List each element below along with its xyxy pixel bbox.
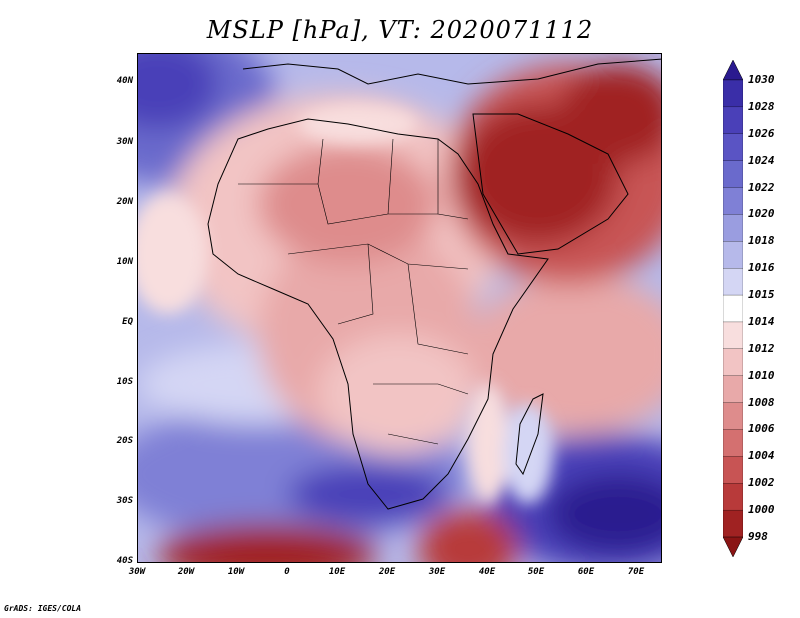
lon-label-50e: 50E bbox=[527, 567, 545, 577]
map-panel bbox=[137, 53, 662, 563]
colorbar-bottom-arrow bbox=[723, 536, 743, 557]
lon-label-10w: 10W bbox=[227, 567, 245, 577]
colorbar-level-label: 1016 bbox=[748, 261, 775, 275]
colorbar-swatch bbox=[723, 429, 743, 458]
colorbar-swatch bbox=[723, 375, 743, 404]
colorbar-level-label: 1020 bbox=[748, 207, 775, 221]
colorbar-swatch bbox=[723, 160, 743, 189]
colorbar-swatch bbox=[723, 241, 743, 269]
colorbar-level-label: 1030 bbox=[748, 73, 775, 86]
lat-label-eq: EQ bbox=[122, 317, 133, 327]
mslp-field-map bbox=[138, 54, 661, 562]
colorbar-level-label: 1000 bbox=[748, 503, 775, 517]
lat-label-30n: 30N bbox=[116, 137, 133, 147]
colorbar-level-label: 1015 bbox=[748, 288, 775, 302]
colorbar-level-label: 1010 bbox=[748, 368, 775, 382]
lon-label-30e: 30E bbox=[428, 567, 446, 577]
colorbar-swatch bbox=[723, 79, 743, 108]
pressure-detail bbox=[138, 104, 553, 504]
lon-label-60e: 60E bbox=[577, 567, 595, 577]
map-title: MSLP [hPa], VT: 2020071112 bbox=[206, 16, 594, 44]
colorbar-level-label: 1006 bbox=[748, 422, 775, 436]
colorbar-swatch bbox=[723, 321, 743, 350]
coastline-africa bbox=[207, 118, 549, 510]
colorbar-swatch bbox=[723, 268, 743, 296]
lat-label-20s: 20S bbox=[116, 436, 133, 446]
colorbar-top-arrow bbox=[723, 60, 743, 81]
lat-label-10s: 10S bbox=[116, 377, 133, 387]
lat-label-30s: 30S bbox=[116, 496, 133, 506]
colorbar-level-label: 1024 bbox=[748, 153, 775, 167]
lon-label-0: 0 bbox=[284, 567, 290, 577]
colorbar-level-label: 1012 bbox=[748, 341, 775, 355]
country-borders bbox=[238, 138, 469, 445]
colorbar-swatch bbox=[723, 214, 743, 242]
coastline-arabia bbox=[472, 113, 629, 255]
lon-label-20e: 20E bbox=[378, 567, 396, 577]
coastline-europe bbox=[242, 58, 661, 85]
colorbar-swatch bbox=[723, 509, 743, 538]
lon-label-40e: 40E bbox=[478, 567, 496, 577]
colorbar bbox=[723, 60, 743, 557]
lon-label-70e: 70E bbox=[627, 567, 645, 577]
lon-label-20w: 20W bbox=[177, 567, 195, 577]
colorbar-level-label: 1008 bbox=[748, 395, 775, 409]
colorbar-level-label: 1014 bbox=[748, 314, 775, 328]
colorbar-swatch bbox=[723, 402, 743, 431]
colorbar-swatch bbox=[723, 348, 743, 377]
lon-label-10e: 10E bbox=[328, 567, 346, 577]
colorbar-level-label: 1028 bbox=[748, 99, 775, 113]
lat-label-20n: 20N bbox=[116, 197, 133, 207]
lat-label-40n: 40N bbox=[116, 76, 133, 86]
colorbar-swatch bbox=[723, 456, 743, 484]
colorbar-level-label: 1004 bbox=[748, 449, 775, 463]
colorbar-swatch bbox=[723, 294, 743, 323]
lat-label-40s: 40S bbox=[116, 556, 133, 566]
lat-label-10n: 10N bbox=[116, 257, 133, 267]
colorbar-swatch bbox=[723, 483, 743, 511]
colorbar-level-label: 998 bbox=[748, 530, 768, 543]
lon-label-30w: 30W bbox=[128, 567, 146, 577]
colorbar-swatch bbox=[723, 133, 743, 162]
pressure-field bbox=[138, 54, 661, 562]
colorbar-level-label: 1018 bbox=[748, 234, 775, 248]
colorbar-swatch bbox=[723, 106, 743, 135]
colorbar-swatch bbox=[723, 187, 743, 216]
colorbar-level-label: 1022 bbox=[748, 180, 775, 194]
footer-credit: GrADS: IGES/COLA bbox=[4, 604, 82, 613]
coastline-madagascar bbox=[515, 393, 544, 476]
colorbar-level-label: 1002 bbox=[748, 476, 775, 490]
colorbar-level-label: 1026 bbox=[748, 126, 775, 140]
